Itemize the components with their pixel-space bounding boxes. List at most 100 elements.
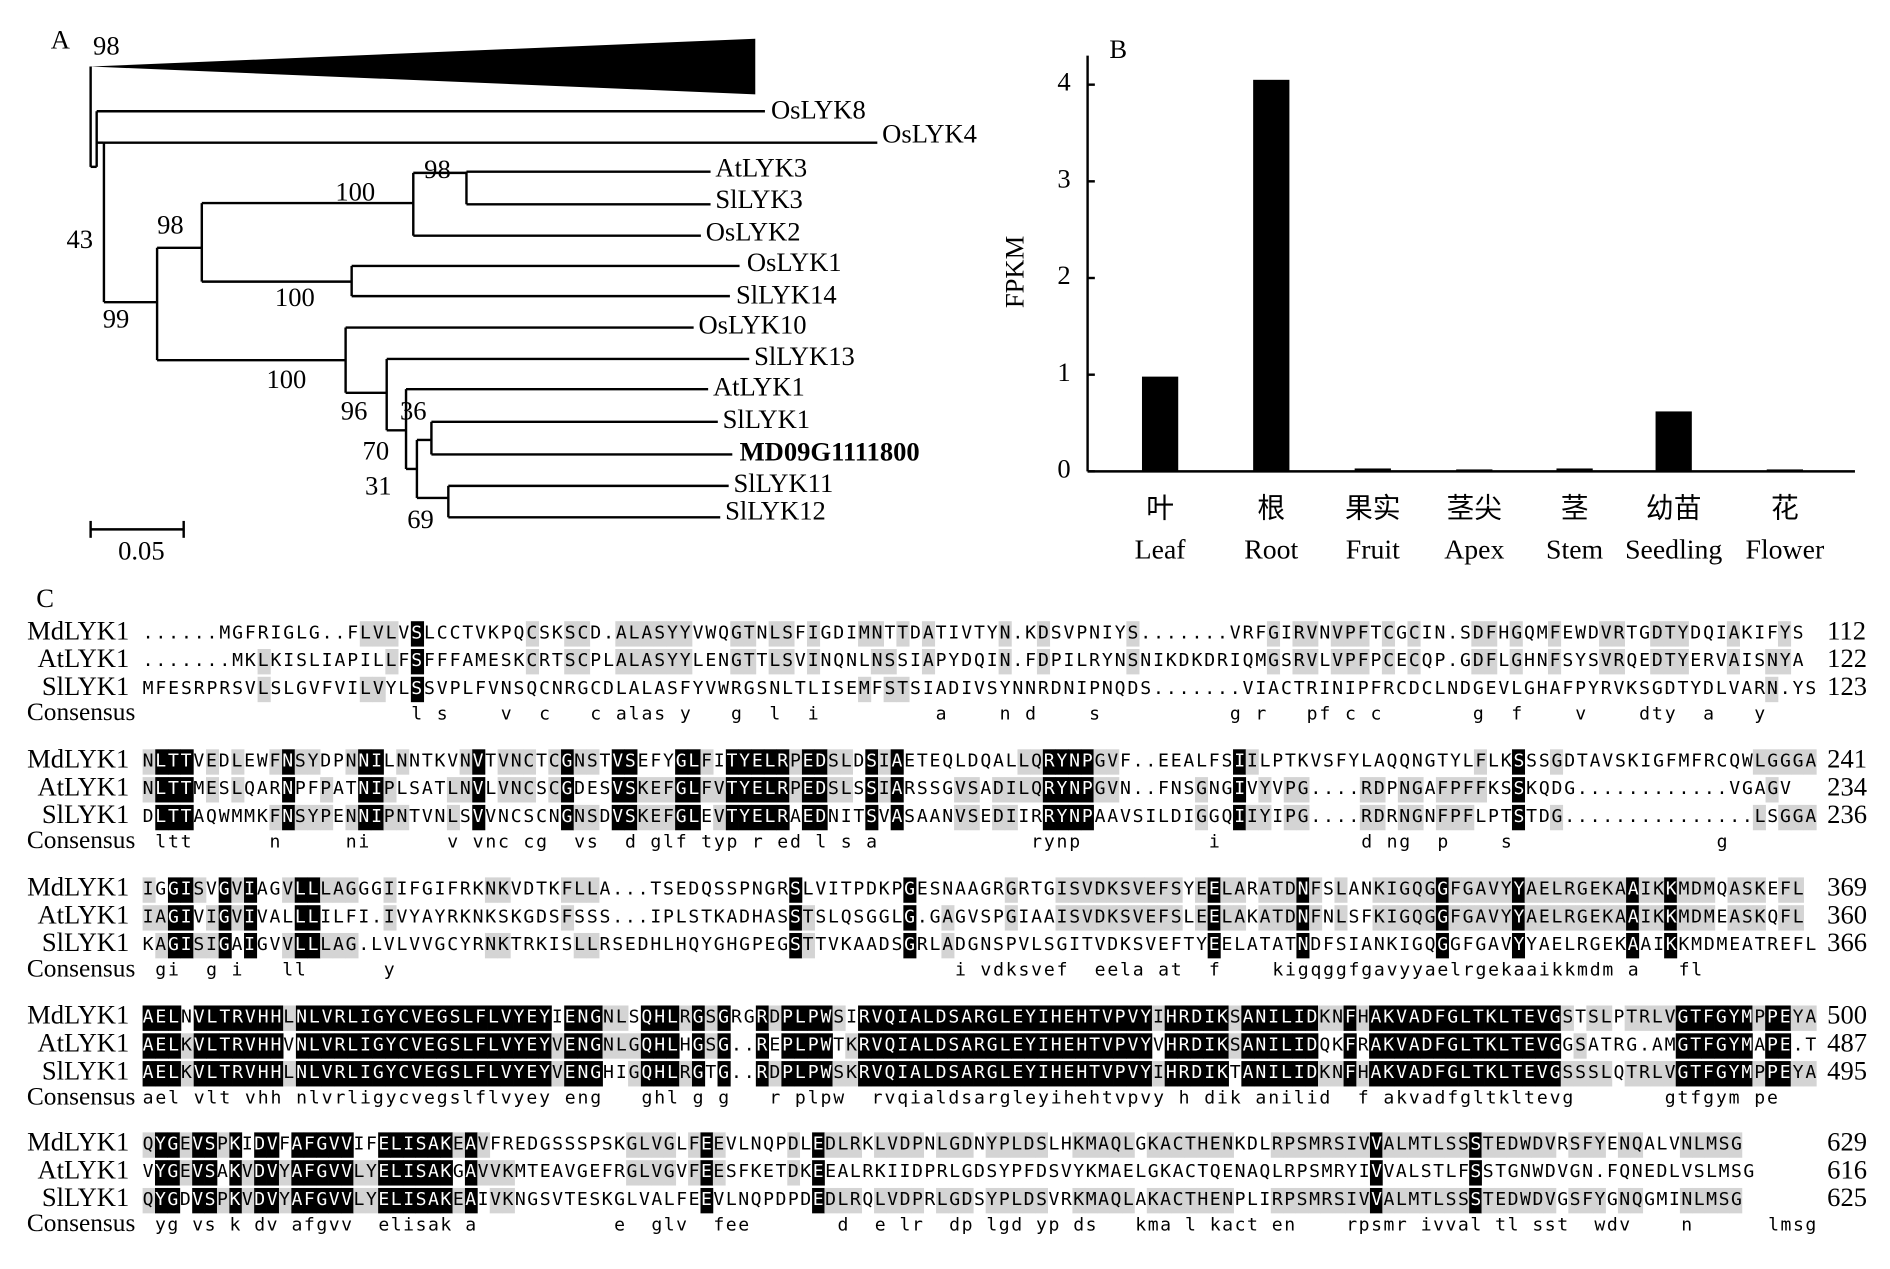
sequence-name: AtLYK1 (37, 1027, 129, 1057)
bootstrap-value: 36 (400, 395, 427, 425)
similarity-shade (1072, 1187, 1086, 1214)
similarity-shade (787, 1132, 801, 1158)
similarity-shade (1407, 621, 1421, 647)
identity-shade (487, 1033, 501, 1059)
identity-shade (1664, 932, 1678, 959)
identity-shade (1068, 749, 1082, 775)
similarity-shade (836, 1132, 850, 1158)
similarity-shade (1562, 877, 1576, 903)
identity-shade (347, 1061, 361, 1087)
similarity-shade (941, 905, 955, 931)
identity-shade (1049, 1061, 1063, 1087)
bar (1141, 376, 1179, 472)
similarity-shade (1097, 1187, 1110, 1214)
similarity-shade (1692, 1132, 1706, 1158)
similarity-shade (1752, 804, 1766, 831)
similarity-shade (688, 1132, 701, 1158)
identity-shade (1777, 1061, 1792, 1087)
identity-shade (308, 1005, 322, 1031)
similarity-shade (663, 1132, 677, 1158)
similarity-shade (1233, 905, 1247, 931)
similarity-shade (1131, 905, 1145, 931)
identity-shade (763, 749, 777, 775)
similarity-shade (1524, 905, 1538, 931)
identity-shade (934, 1005, 948, 1031)
similarity-shade (1171, 1187, 1185, 1214)
identity-shade (1739, 1005, 1753, 1031)
bootstrap-value: 43 (66, 224, 93, 254)
similarity-shade (839, 749, 854, 775)
identity-shade (378, 1160, 391, 1186)
scale-label: 0.05 (118, 536, 165, 566)
identity-shade (410, 676, 425, 703)
identity-shade (1207, 932, 1221, 959)
similarity-shade (257, 676, 271, 703)
identity-shade (909, 1061, 923, 1087)
similarity-shade (1196, 1132, 1210, 1158)
identity-shade (589, 1033, 603, 1059)
similarity-shade (886, 1132, 900, 1158)
similarity-shade (1752, 749, 1766, 775)
similarity-shade (1456, 1187, 1470, 1214)
similarity-shade (1233, 877, 1247, 903)
identity-shade (1675, 1005, 1689, 1031)
identity-shade (142, 1061, 156, 1087)
similarity-shade (1035, 1132, 1048, 1158)
identity-shade (640, 1033, 655, 1059)
identity-shade (1511, 777, 1526, 803)
similarity-shade (628, 1033, 642, 1059)
similarity-shade (1258, 877, 1272, 903)
similarity-shade (878, 777, 892, 803)
identity-shade (675, 749, 689, 775)
identity-shade (206, 1061, 220, 1087)
similarity-shade (1196, 1187, 1210, 1214)
identity-shade (794, 1033, 808, 1059)
similarity-shade (1650, 621, 1664, 647)
x-tick-label: Fruit (1346, 535, 1400, 566)
identity-shade (1011, 1005, 1025, 1031)
identity-shade (960, 1061, 974, 1087)
similarity-shade (365, 1160, 379, 1186)
identity-shade (167, 1187, 181, 1214)
similarity-shade (1803, 749, 1817, 775)
identity-shade (294, 932, 308, 959)
similarity-shade (662, 804, 676, 831)
similarity-shade (663, 1160, 677, 1186)
identity-shade (1394, 1005, 1408, 1031)
identity-shade (390, 1187, 404, 1214)
similarity-shade (1159, 1132, 1172, 1158)
similarity-shade (1381, 621, 1396, 647)
identity-shade (985, 1061, 999, 1087)
similarity-shade (1537, 877, 1551, 903)
identity-shade (1511, 932, 1526, 959)
similarity-shade (372, 676, 386, 703)
similarity-shade (824, 1187, 838, 1214)
similarity-shade (573, 877, 587, 903)
similarity-shade (966, 804, 980, 831)
similarity-shade (1702, 905, 1716, 931)
identity-shade (232, 1005, 246, 1031)
similarity-shade (257, 649, 271, 675)
identity-shade (1190, 1061, 1204, 1087)
identity-shade (427, 1132, 441, 1158)
similarity-shade (502, 1187, 515, 1214)
similarity-shade (1692, 1187, 1706, 1214)
similarity-shade (679, 621, 693, 647)
x-tick-label-zh: 叶 (1146, 494, 1174, 525)
similarity-shade (1004, 877, 1018, 903)
similarity-shade (1650, 1005, 1664, 1031)
identity-shade (1726, 1005, 1740, 1031)
similarity-shade (1266, 621, 1281, 647)
x-tick-label-zh: 幼苗 (1646, 494, 1702, 525)
identity-shade (436, 1061, 450, 1087)
identity-shade (474, 1033, 488, 1059)
similarity-shade (573, 932, 587, 959)
bootstrap-value: 100 (266, 364, 306, 394)
identity-shade (155, 804, 169, 831)
similarity-shade (1689, 905, 1703, 931)
identity-shade (155, 777, 169, 803)
similarity-shade (801, 905, 815, 931)
identity-shade (1381, 1061, 1396, 1087)
similarity-shade (1765, 777, 1779, 803)
similarity-shade (966, 777, 980, 803)
